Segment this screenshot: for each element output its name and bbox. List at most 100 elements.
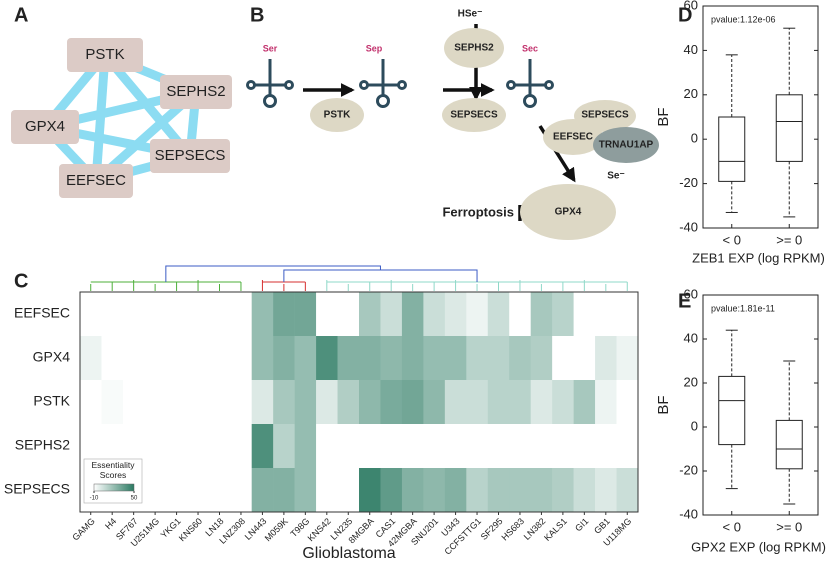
enzyme-node: [442, 98, 506, 132]
column-label: GAMG: [70, 516, 97, 543]
y-tick-label: 60: [684, 286, 698, 301]
heatmap-cell: [380, 380, 403, 425]
panel-label: B: [250, 4, 264, 26]
heatmap-cell: [509, 292, 531, 337]
heatmap-cell: [466, 424, 489, 469]
row-label: SEPHS2: [15, 437, 70, 453]
heatmap-cell: [487, 292, 510, 337]
box: [718, 116, 746, 182]
network-node: [59, 164, 133, 198]
heatmap-cell: [230, 380, 252, 425]
heatmap-cell: [444, 380, 467, 425]
outcome-label: Ferroptosis: [442, 204, 514, 219]
x-tick-label: < 0: [723, 519, 741, 534]
heatmap-cell: [552, 380, 574, 425]
column-label: KNS42: [306, 516, 333, 543]
heatmap-cell: [122, 424, 145, 469]
heatmap-cell: [401, 336, 424, 381]
box: [775, 419, 803, 470]
y-tick-label: 0: [691, 418, 698, 433]
heatmap-cell: [466, 336, 489, 381]
heatmap-cell: [101, 380, 124, 425]
x-tick-label: >= 0: [776, 519, 802, 534]
heatmap-cell: [273, 380, 295, 425]
heatmap-cell: [251, 468, 274, 513]
heatmap-cell: [273, 336, 295, 381]
heatmap-cell: [144, 336, 167, 381]
heatmap-cell: [466, 292, 489, 337]
enzyme-node: [444, 28, 504, 68]
heatmap-cell: [316, 468, 338, 513]
heatmap-cell: [595, 468, 617, 513]
trna-icon: [359, 57, 407, 108]
heatmap-cell: [530, 468, 553, 513]
y-tick-label: 20: [684, 374, 698, 389]
network-node-label: GPX4: [25, 118, 65, 135]
box: [775, 94, 803, 162]
heatmap-cell: [122, 380, 145, 425]
heatmap-cell: [552, 468, 574, 513]
enzyme-label: SEPHS2: [454, 43, 494, 54]
heatmap-cell: [316, 424, 338, 469]
annotation: pvalue:1.81e-11: [711, 303, 775, 313]
heatmap-cell: [165, 336, 188, 381]
heatmap-cell: [251, 424, 274, 469]
y-tick-label: 60: [684, 0, 698, 12]
heatmap-cell: [487, 424, 510, 469]
heatmap-cell: [144, 424, 167, 469]
heatmap-cell: [187, 336, 210, 381]
y-tick-label: 40: [684, 330, 698, 345]
x-axis-label: GPX2 EXP (log RPKM): [691, 539, 826, 554]
row-label: SEPSECS: [4, 481, 70, 497]
enzyme-node: [543, 119, 603, 155]
heatmap-cell: [616, 336, 639, 381]
heatmap-cell: [401, 424, 424, 469]
heatmap-cell: [187, 380, 210, 425]
heatmap-cell: [466, 468, 489, 513]
heatmap-cell: [359, 292, 381, 337]
heatmap-cell: [101, 336, 124, 381]
network: PSTK SEPHS2 GPX4 SEPSECS EEFSEC: [11, 38, 232, 198]
heatmap-cell: [444, 468, 467, 513]
heatmap-cell: [208, 336, 231, 381]
amino-acid: Sep: [366, 43, 383, 53]
panel-label: D: [678, 4, 692, 26]
heatmap-cell: [509, 468, 531, 513]
heatmap-cell: [616, 380, 639, 425]
y-axis-label: BF: [655, 395, 672, 414]
y-tick-label: -20: [679, 462, 698, 477]
heatmap-cell: [337, 336, 360, 381]
heatmap-cell: [530, 336, 553, 381]
heatmap-cell: [487, 380, 510, 425]
heatmap-cell: [337, 380, 360, 425]
heatmap-cell: [530, 292, 553, 337]
heatmap-cell: [401, 468, 424, 513]
heatmap-cell: [273, 424, 295, 469]
heatmap-cell: [80, 292, 102, 337]
heatmap-cell: [552, 424, 574, 469]
heatmap-cell: [294, 292, 317, 337]
y-tick-label: -40: [679, 219, 698, 234]
heatmap-cell: [595, 336, 617, 381]
x-axis-label: Glioblastoma: [302, 545, 395, 562]
heatmap-cell: [595, 380, 617, 425]
ion-label: HSe⁻: [458, 9, 483, 20]
heatmap-cell: [294, 336, 317, 381]
y-tick-label: 20: [684, 86, 698, 101]
heatmap-cell: [487, 336, 510, 381]
axes-frame: [702, 5, 819, 229]
heatmap-cell: [316, 292, 338, 337]
heatmap-cell: [444, 424, 467, 469]
heatmap-cell: [122, 292, 145, 337]
heatmap-cell: [401, 292, 424, 337]
y-tick-label: -40: [679, 506, 698, 521]
y-axis-label: BF: [655, 107, 672, 126]
panel-label: C: [14, 270, 28, 292]
heatmap-cell: [444, 336, 467, 381]
heatmap-cell: [101, 424, 124, 469]
pathway: Ser Sep Sec HSe⁻ Se⁻ PSTK SEPHS2 SEPSECS…: [246, 9, 659, 240]
heatmap-cell: [165, 380, 188, 425]
heatmap-cell: [359, 336, 381, 381]
heatmap-cell: [573, 380, 596, 425]
heatmap-cell: [316, 336, 338, 381]
